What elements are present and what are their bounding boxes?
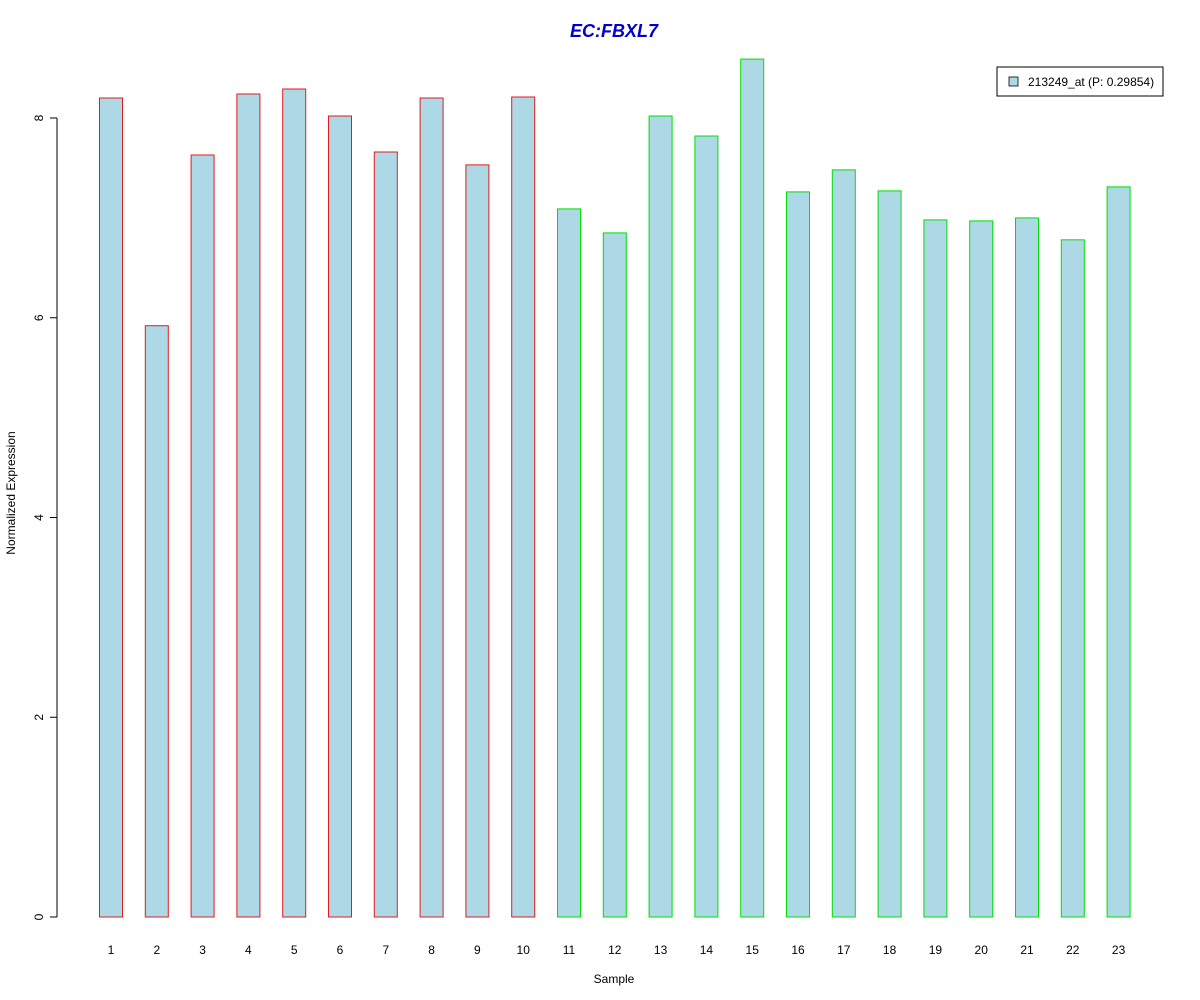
bar-sample-16 — [786, 191, 810, 918]
x-tick-label: 18 — [883, 943, 897, 957]
y-tick-label: 4 — [32, 514, 46, 521]
bar-sample-22 — [1060, 239, 1085, 918]
bar-sample-5 — [282, 88, 307, 918]
x-tick-label: 15 — [746, 943, 760, 957]
chart-title: EC:FBXL7 — [570, 21, 659, 41]
bar-sample-9 — [465, 164, 490, 918]
bar-sample-14 — [694, 135, 719, 918]
x-tick-label: 19 — [929, 943, 943, 957]
bar-sample-8 — [419, 97, 444, 918]
x-tick-label: 6 — [337, 943, 344, 957]
bar-sample-21 — [1015, 217, 1039, 918]
bar-sample-4 — [236, 93, 261, 918]
bar-sample-10 — [511, 96, 536, 918]
bar-sample-19 — [923, 219, 948, 918]
legend-box — [996, 66, 1164, 97]
y-tick-label: 0 — [32, 913, 46, 920]
legend-label: 213249_at (P: 0.29854) — [1028, 75, 1154, 89]
bar-sample-18 — [877, 190, 902, 918]
bar-sample-7 — [373, 151, 398, 918]
bar-sample-1 — [99, 97, 123, 918]
x-tick-label: 14 — [700, 943, 714, 957]
x-tick-label: 5 — [291, 943, 298, 957]
bar-sample-23 — [1106, 186, 1131, 918]
x-tick-label: 17 — [837, 943, 851, 957]
bar-sample-6 — [328, 115, 352, 918]
x-tick-label: 21 — [1020, 943, 1034, 957]
x-axis-label: Sample — [594, 972, 635, 986]
bar-sample-13 — [648, 115, 673, 918]
x-tick-label: 8 — [428, 943, 435, 957]
bars — [99, 58, 1131, 918]
x-tick-label: 20 — [975, 943, 989, 957]
bar-sample-3 — [190, 154, 215, 918]
y-axis-label: Normalized Expression — [4, 431, 18, 554]
legend: 213249_at (P: 0.29854) — [996, 66, 1164, 97]
y-tick-label: 8 — [32, 114, 46, 121]
bar-sample-17 — [831, 169, 856, 918]
y-axis: 0 2 4 6 8 — [32, 114, 58, 920]
y-tick-label: 2 — [32, 714, 46, 721]
x-tick-label: 7 — [382, 943, 389, 957]
bar-sample-12 — [602, 232, 627, 918]
bar-sample-20 — [969, 220, 994, 918]
x-tick-label: 11 — [563, 943, 576, 957]
bar-sample-2 — [144, 325, 169, 918]
x-tick-label: 4 — [245, 943, 252, 957]
x-tick-label: 13 — [654, 943, 668, 957]
y-tick-label: 6 — [32, 314, 46, 321]
x-tick-label: 9 — [474, 943, 481, 957]
x-axis-tick-labels: 1 2 3 4 5 6 7 8 9 10 11 12 13 14 15 16 17 18 19 20 21 22 23 — [108, 943, 1126, 957]
x-tick-label: 1 — [108, 943, 115, 957]
x-tick-label: 12 — [608, 943, 622, 957]
x-tick-label: 3 — [199, 943, 206, 957]
legend-swatch — [1008, 76, 1019, 87]
x-tick-label: 16 — [791, 943, 805, 957]
x-tick-label: 10 — [517, 943, 531, 957]
bar-sample-15 — [740, 58, 765, 918]
bar-sample-11 — [557, 208, 581, 918]
x-tick-label: 2 — [153, 943, 160, 957]
x-tick-label: 23 — [1112, 943, 1126, 957]
x-tick-label: 22 — [1066, 943, 1080, 957]
